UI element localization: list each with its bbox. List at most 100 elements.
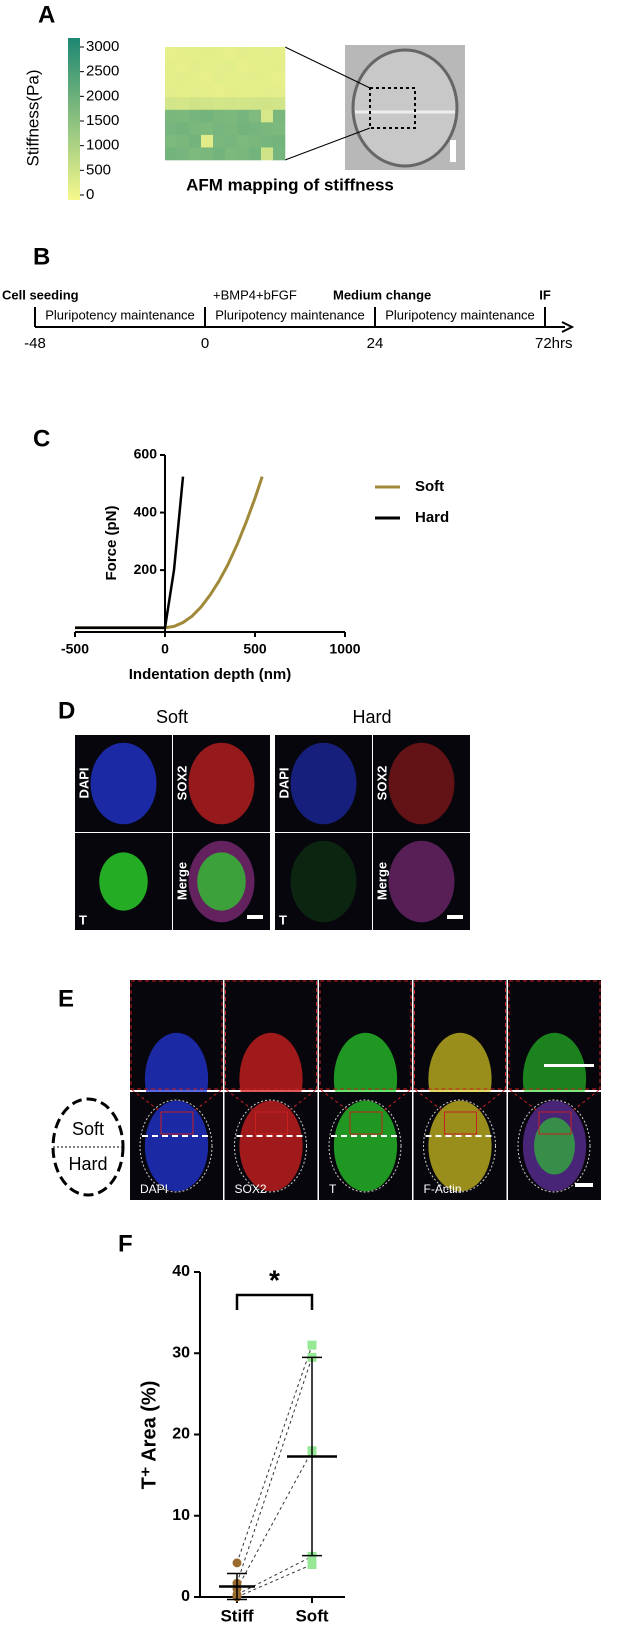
- heatmap-cell: [177, 84, 190, 98]
- x-tick-label: 1000: [329, 641, 360, 657]
- oval: [51, 1097, 125, 1197]
- heatmap-cell: [165, 59, 178, 73]
- panel-label: B: [33, 243, 50, 270]
- heatmap-cell: [189, 122, 202, 136]
- zoom-line: [284, 127, 371, 161]
- series-line: [75, 476, 185, 629]
- heatmap-cell: [189, 97, 202, 111]
- heatmap-cell: [273, 97, 286, 111]
- roi-box: [369, 87, 416, 129]
- y-axis-label: Force (pN): [103, 505, 120, 580]
- roi-box: [349, 1111, 383, 1135]
- heatmap-cell: [189, 84, 202, 98]
- timeline-phase: Pluripotency maintenance: [45, 307, 195, 322]
- heatmap-cell: [165, 147, 178, 161]
- heatmap-cell: [273, 47, 286, 60]
- heatmap-cell: [237, 109, 250, 123]
- y-tick-label: 40: [172, 1263, 190, 1280]
- heatmap-cell: [165, 109, 178, 123]
- panel-label: D: [58, 697, 75, 724]
- roi-box: [538, 1111, 572, 1135]
- heatmap-cell: [201, 134, 214, 148]
- colorbar-label: Stiffness(Pa): [23, 69, 42, 166]
- zoom-frame: [414, 980, 506, 1090]
- y-tick-label: 10: [172, 1507, 190, 1524]
- heatmap-cell: [213, 59, 226, 73]
- heatmap-cell: [225, 47, 238, 60]
- heatmap-cell: [273, 59, 286, 73]
- colorbar-tick-label: 3000: [86, 38, 119, 55]
- legend-label: Soft: [415, 478, 444, 495]
- heatmap-cell: [213, 109, 226, 123]
- scale-bar: [450, 140, 456, 162]
- roi-box: [255, 1111, 288, 1135]
- channel-label: SOX2: [374, 766, 389, 801]
- heatmap-cell: [189, 109, 202, 123]
- channel-label: SOX2: [174, 766, 189, 801]
- arrow: [561, 321, 575, 333]
- x-tick-label: Stiff: [220, 1606, 253, 1625]
- heatmap-cell: [261, 59, 274, 73]
- heatmap-cell: [273, 84, 286, 98]
- heatmap-cell: [213, 84, 226, 98]
- x-tick-label: -500: [61, 641, 89, 657]
- point: [307, 1551, 317, 1561]
- cell-outline: [423, 1099, 496, 1193]
- heatmap-cell: [225, 97, 238, 111]
- heatmap-cell: [261, 147, 274, 161]
- channel-label: F-Actin: [424, 1182, 462, 1196]
- heatmap-cell: [189, 134, 202, 148]
- roi-box: [160, 1111, 194, 1135]
- x-tick-label: Soft: [295, 1606, 328, 1625]
- channel-label: Merge: [174, 862, 189, 900]
- cell-signal: [333, 1100, 398, 1192]
- heatmap-cell: [237, 72, 250, 85]
- heatmap-cell: [225, 134, 238, 148]
- heatmap-cell: [261, 84, 274, 98]
- pair-line: [236, 1357, 313, 1584]
- heatmap-cell: [249, 97, 262, 111]
- cell-outline: [139, 1099, 213, 1193]
- y-tick-label: 600: [134, 446, 158, 462]
- y-axis-label: T⁺ Area (%): [138, 1381, 160, 1490]
- roi-box: [444, 1111, 477, 1135]
- zoom-line: [320, 1089, 351, 1113]
- heatmap-cell: [237, 59, 250, 73]
- heatmap-cell: [249, 109, 262, 123]
- heatmap-cell: [237, 122, 250, 136]
- heatmap-cell: [177, 134, 190, 148]
- heatmap-cell: [249, 84, 262, 98]
- heatmap-cell: [261, 72, 274, 85]
- heatmap-cell: [201, 59, 214, 73]
- timeline-phase: Pluripotency maintenance: [385, 307, 535, 322]
- colorbar-tick-label: 2000: [86, 87, 119, 104]
- timeline-ticks: [34, 307, 546, 327]
- heatmap-cell: [177, 109, 190, 123]
- caption: AFM mapping of stiffness: [186, 175, 394, 194]
- heatmap-cell: [213, 72, 226, 85]
- cell-signal: [428, 1100, 492, 1192]
- heatmap-cell: [249, 72, 262, 85]
- oval-label: Hard: [68, 1154, 107, 1174]
- cell-signal: [534, 1117, 575, 1175]
- colorbar-tick-label: 2500: [86, 63, 119, 80]
- cell-signal: [188, 742, 255, 825]
- scale-bar: [575, 1183, 593, 1187]
- significance-bracket: [235, 1293, 314, 1310]
- micrograph: [275, 833, 372, 930]
- heatmap-cell: [225, 59, 238, 73]
- heatmap-cell: [261, 47, 274, 60]
- heatmap-cell: [273, 72, 286, 85]
- cell-signal: [239, 1100, 303, 1192]
- colorbar-tick-label: 1500: [86, 112, 119, 129]
- heatmap-cell: [201, 122, 214, 136]
- heatmap-cell: [249, 47, 262, 60]
- panel-label: A: [38, 1, 55, 28]
- y-tick-label: 200: [134, 561, 158, 577]
- heatmap-cell: [213, 122, 226, 136]
- scale-bar: [447, 915, 463, 919]
- heatmap-cell: [237, 84, 250, 98]
- channel-label: DAPI: [76, 767, 91, 798]
- cell-signal: [290, 840, 357, 923]
